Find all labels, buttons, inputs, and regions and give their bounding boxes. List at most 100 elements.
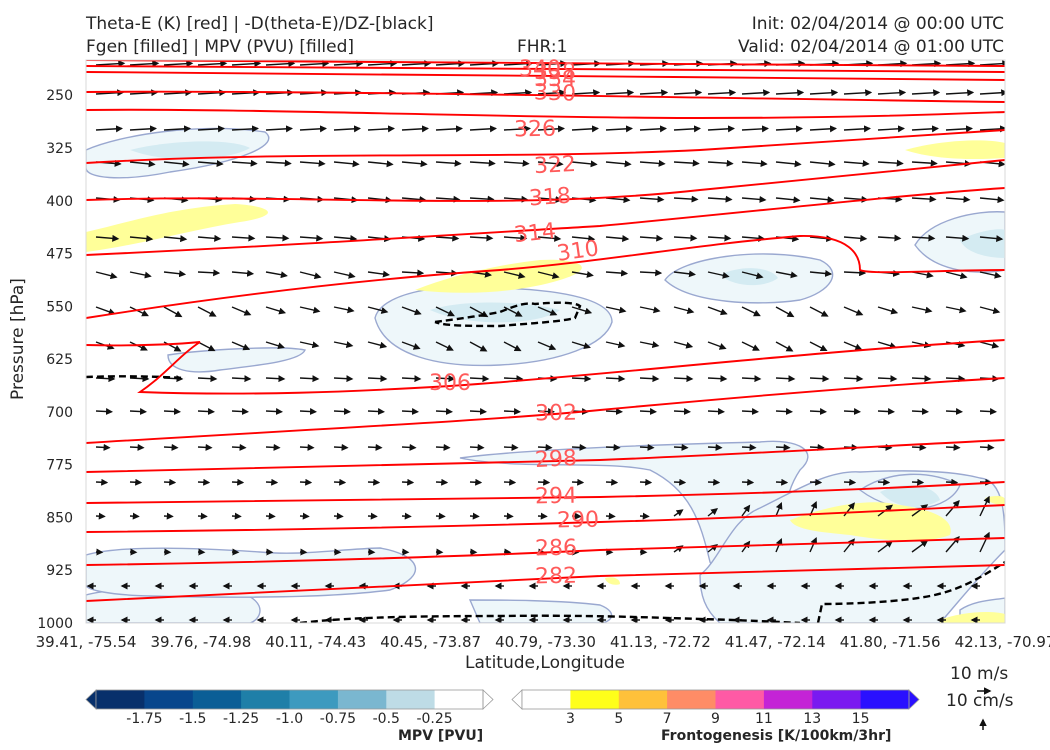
fgen-colorbar-end-left — [511, 689, 523, 710]
vector-arrow — [401, 60, 432, 68]
vector-arrow — [367, 443, 383, 451]
stability-contour — [434, 301, 582, 328]
theta-e-contour — [86, 564, 1005, 602]
theta-e-contour — [86, 377, 1005, 444]
vector-arrow — [979, 341, 1000, 349]
vector-arrow — [435, 234, 460, 242]
vector-arrow — [503, 408, 521, 416]
theta-e-contour — [86, 504, 1005, 533]
vector-arrow — [911, 159, 938, 167]
fgen-colorbar-tick: 5 — [614, 711, 623, 727]
vector-arrow — [843, 306, 864, 316]
vector-arrow — [639, 234, 664, 242]
vector-arrow — [571, 160, 598, 168]
vector-arrow — [197, 60, 228, 68]
vector-arrow — [605, 306, 627, 314]
vector-arrow — [503, 234, 528, 242]
vector-arrow — [129, 375, 150, 383]
vector-arrow — [979, 125, 1005, 133]
vector-arrow — [197, 408, 215, 416]
vector-arrow — [537, 306, 558, 316]
fgen-colorbar-tick: 13 — [803, 711, 821, 727]
vector-arrow — [197, 269, 221, 277]
vector-arrow — [741, 478, 755, 486]
vector-arrow — [639, 443, 655, 451]
x-tick-label: 40.79, -73.30 — [495, 633, 596, 651]
vector-arrow — [299, 443, 315, 451]
vector-arrow — [231, 306, 252, 316]
vector-arrow — [945, 375, 966, 383]
theta-e-label: 330 — [534, 80, 577, 106]
vector-arrow — [605, 478, 619, 486]
vector-arrow — [639, 125, 667, 133]
vector-arrow — [775, 271, 798, 279]
vector-arrow — [673, 270, 696, 278]
vector-arrow — [741, 125, 769, 133]
y-tick-label: 625 — [46, 352, 73, 368]
theta-e-label: 286 — [535, 536, 577, 562]
theta-e-label: 290 — [557, 508, 599, 534]
vector-arrow — [775, 306, 795, 318]
vector-arrow — [231, 408, 249, 416]
vector-arrow — [741, 341, 760, 351]
y-tick-label: 400 — [46, 194, 73, 210]
theta-e-label: 340 — [519, 57, 561, 82]
vector-arrow — [741, 160, 768, 168]
vector-arrow — [639, 375, 660, 383]
vector-arrow — [979, 271, 1002, 279]
fgen-colorbar-segment — [570, 690, 620, 709]
theta-e-contour — [86, 60, 1005, 67]
vector-arrow — [843, 159, 870, 167]
vector-arrow — [673, 89, 703, 97]
y-tick-label: 550 — [46, 299, 73, 315]
mpv-colorbar-tick: -1.0 — [276, 711, 303, 727]
vector-arrow — [333, 443, 349, 451]
fgen-colorbar-segment — [667, 690, 716, 709]
mpv-colorbar-segment — [337, 690, 387, 709]
vector-arrow — [401, 196, 427, 204]
theta-e-label: 302 — [535, 401, 577, 427]
fgen-colorbar-tick: 7 — [663, 711, 672, 727]
vector-arrow — [367, 125, 395, 133]
mpv-core — [130, 141, 250, 160]
vector-arrow — [741, 375, 762, 383]
vector-arrow — [945, 499, 960, 517]
vector-arrow — [673, 234, 698, 242]
vector-arrow — [571, 89, 601, 97]
vector-arrow — [537, 408, 555, 416]
mpv-colorbar-segment — [144, 690, 194, 709]
theta-e-label: 298 — [534, 446, 577, 473]
vector-arrow — [741, 89, 771, 97]
vector-arrow — [163, 306, 183, 318]
vector-arrow — [945, 234, 970, 242]
vector-arrow — [843, 89, 873, 97]
vector-arrow — [775, 89, 805, 97]
vector-arrow — [333, 125, 361, 133]
vector-arrow — [163, 408, 181, 416]
vector-arrow — [809, 306, 829, 317]
vector-arrow — [163, 60, 194, 68]
vector-arrow — [367, 270, 390, 278]
fgen-colorbar-segment — [618, 690, 668, 709]
vector-arrow — [843, 408, 861, 416]
vector-arrow — [469, 478, 483, 486]
vector-arrow — [469, 341, 488, 352]
vector-arrow — [639, 341, 660, 349]
vector-arrow — [911, 504, 929, 517]
mpv-colorbar-tick: -1.25 — [223, 711, 259, 727]
vector-arrow — [639, 195, 665, 203]
vector-arrow — [469, 125, 497, 133]
vector-arrow — [911, 478, 925, 486]
mpv-colorbar-tick: -0.25 — [416, 711, 452, 727]
vector-arrow — [979, 196, 1005, 204]
plot-frame — [85, 59, 1006, 624]
init-time: Init: 02/04/2014 @ 00:00 UTC — [751, 14, 1004, 34]
theta-e-contour — [86, 187, 1005, 256]
theta-e-label: 318 — [528, 184, 572, 212]
vector-arrow — [163, 235, 188, 243]
mpv-colorbar-segment — [289, 690, 339, 709]
vector-arrow — [809, 408, 827, 416]
vector-arrow — [299, 271, 322, 280]
vector-arrow — [367, 375, 388, 383]
vector-arrow — [163, 125, 191, 133]
